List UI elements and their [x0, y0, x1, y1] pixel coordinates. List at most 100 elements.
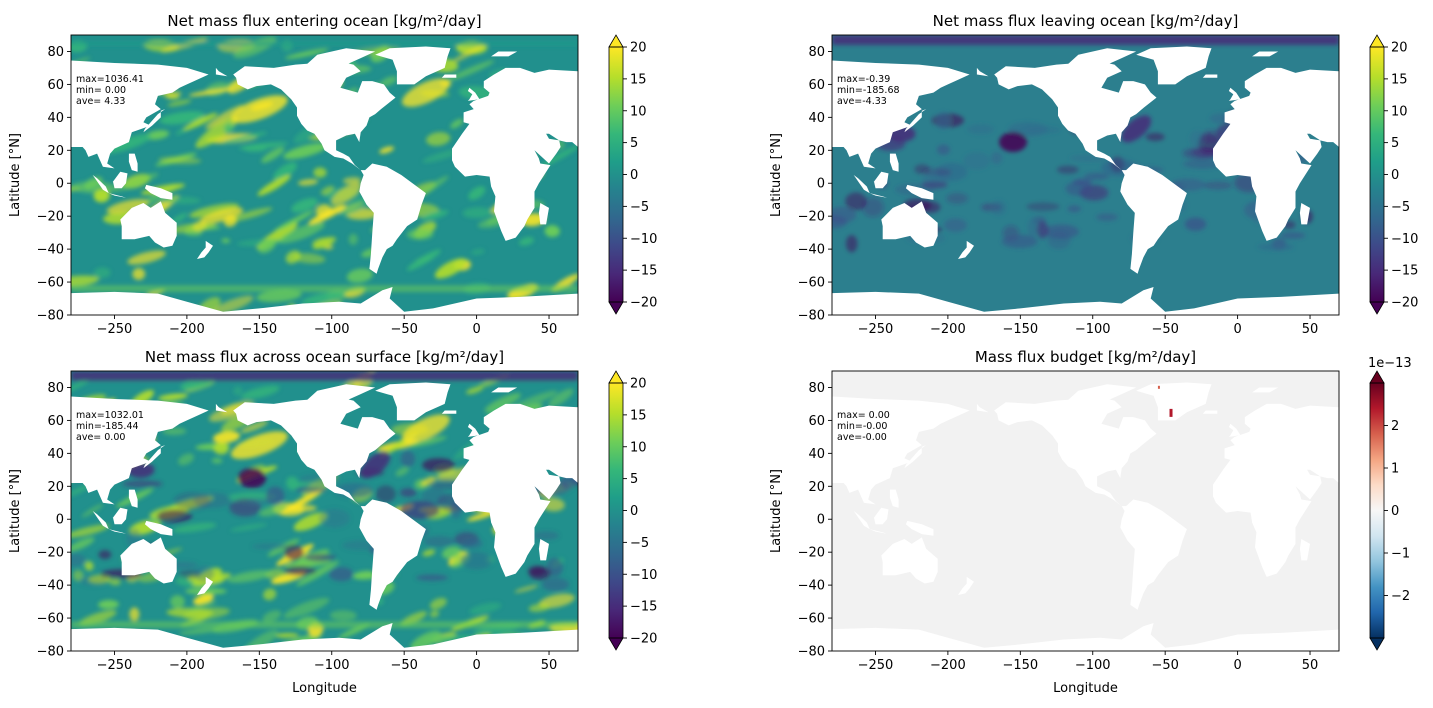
y-tick-label: −20 — [798, 546, 825, 561]
land-uk — [467, 423, 480, 437]
land-philippines — [889, 489, 899, 508]
y-tick-label: 60 — [808, 414, 825, 429]
colorbar-tick-label: 1 — [1391, 462, 1399, 477]
y-tick-label: −40 — [37, 243, 64, 258]
x-tick-label: −150 — [241, 658, 277, 673]
land-arctic_islands — [302, 384, 376, 404]
stats-label: max= 0.00 — [837, 410, 890, 421]
land-americas — [233, 397, 426, 610]
x-tick-label: 0 — [472, 322, 480, 337]
land-greenland — [1136, 46, 1212, 85]
colorbar-extend-min — [1369, 301, 1385, 315]
colorbar-tick-label: 15 — [630, 408, 647, 423]
land-asia_east — [832, 60, 970, 169]
colorbar-extend-min — [608, 301, 624, 315]
colorbar-tick-label: 10 — [1391, 104, 1408, 119]
x-tick-label: −100 — [314, 322, 350, 337]
colorbar-tick-label: −15 — [630, 600, 657, 615]
x-tick-label: −200 — [169, 658, 205, 673]
y-tick-label: 40 — [808, 447, 825, 462]
colorbar: 2 1 0 −1 −2 1e−13 — [1368, 356, 1412, 651]
land-new_guinea — [905, 520, 934, 536]
y-tick-label: 40 — [47, 447, 64, 462]
land-iceland — [441, 74, 457, 78]
x-axis-label: Longitude — [292, 681, 357, 696]
y-tick-label: 20 — [808, 480, 825, 495]
land-europe_africa — [1213, 403, 1339, 577]
land-europe_africa — [452, 67, 578, 241]
land-uk — [467, 87, 480, 101]
colorbar-tick-label: −20 — [630, 632, 657, 647]
land-uk — [1228, 87, 1241, 101]
colorbar-tick-label: 10 — [630, 440, 647, 455]
land-madagascar — [1299, 539, 1310, 561]
colorbar-tick-label: −10 — [630, 568, 657, 583]
y-tick-label: −20 — [798, 210, 825, 225]
colorbar-extend-min — [608, 637, 624, 651]
axes-frame — [831, 34, 1340, 316]
y-tick-label: 60 — [808, 78, 825, 93]
x-tick-label: −150 — [241, 322, 277, 337]
land-philippines — [889, 153, 899, 172]
stats-label: ave= 4.33 — [76, 96, 125, 107]
x-tick-label: 50 — [1302, 658, 1319, 673]
x-tick-label: −150 — [1002, 658, 1038, 673]
colorbar-gradient — [1370, 47, 1384, 302]
y-tick-label: −40 — [37, 579, 64, 594]
colorbar-tick-label: 0 — [630, 168, 638, 183]
y-tick-label: −40 — [798, 579, 825, 594]
land-java — [869, 193, 887, 198]
x-tick-label: −250 — [97, 322, 133, 337]
land-new_zealand — [958, 576, 974, 595]
stats-label: ave=-4.33 — [837, 96, 887, 107]
land-java — [869, 529, 887, 534]
land-sumatra — [92, 511, 109, 530]
land-new_zealand — [197, 576, 213, 595]
x-tick-label: −50 — [1151, 322, 1178, 337]
land-borneo — [874, 171, 889, 189]
colorbar-offset: 1e−13 — [1368, 356, 1412, 371]
map-field — [71, 371, 578, 651]
colorbar-tick-label: 10 — [630, 104, 647, 119]
colorbar-tick-label: 5 — [630, 136, 638, 151]
x-tick-label: −200 — [169, 322, 205, 337]
colorbar-gradient — [609, 383, 623, 638]
colorbar-tick-label: 0 — [630, 504, 638, 519]
colorbar: 20 15 10 5 0 −5 −10 −15 −20 — [608, 34, 657, 315]
x-tick-label: 50 — [541, 658, 558, 673]
y-tick-label: −80 — [37, 645, 64, 660]
land-svalbard — [491, 51, 518, 57]
land-philippines — [128, 153, 138, 172]
land-australia — [120, 537, 177, 584]
colorbar-tick-label: −5 — [1391, 200, 1410, 215]
x-tick-label: −250 — [97, 658, 133, 673]
land-asia_west — [215, 403, 228, 413]
land-new_zealand — [958, 240, 974, 259]
land-greenland — [375, 382, 451, 421]
x-tick-label: −100 — [1075, 658, 1111, 673]
land-new_zealand — [197, 240, 213, 259]
colorbar-tick-label: −20 — [630, 296, 657, 311]
stats-label: ave=-0.00 — [837, 432, 887, 443]
land-philippines — [128, 489, 138, 508]
land-java — [108, 193, 126, 198]
land-europe_africa — [1213, 67, 1339, 241]
land-antarctica — [71, 287, 578, 315]
y-tick-label: 0 — [817, 513, 825, 528]
colorbar-extend-max — [1369, 370, 1385, 384]
land-mask — [832, 382, 1339, 651]
land-arctic_islands — [1063, 48, 1137, 68]
axes-frame — [831, 370, 1340, 652]
stats-label: min=-185.68 — [837, 85, 900, 96]
x-tick-label: −100 — [1075, 322, 1111, 337]
land-iceland — [1202, 410, 1218, 414]
y-tick-label: −20 — [37, 210, 64, 225]
land-sumatra — [853, 511, 870, 530]
land-madagascar — [538, 539, 549, 561]
land-antarctica — [71, 623, 578, 651]
y-tick-label: 0 — [56, 513, 64, 528]
land-asia_east — [832, 396, 970, 505]
x-tick-label: 50 — [1302, 322, 1319, 337]
land-australia — [120, 201, 177, 248]
x-tick-label: −250 — [858, 322, 894, 337]
